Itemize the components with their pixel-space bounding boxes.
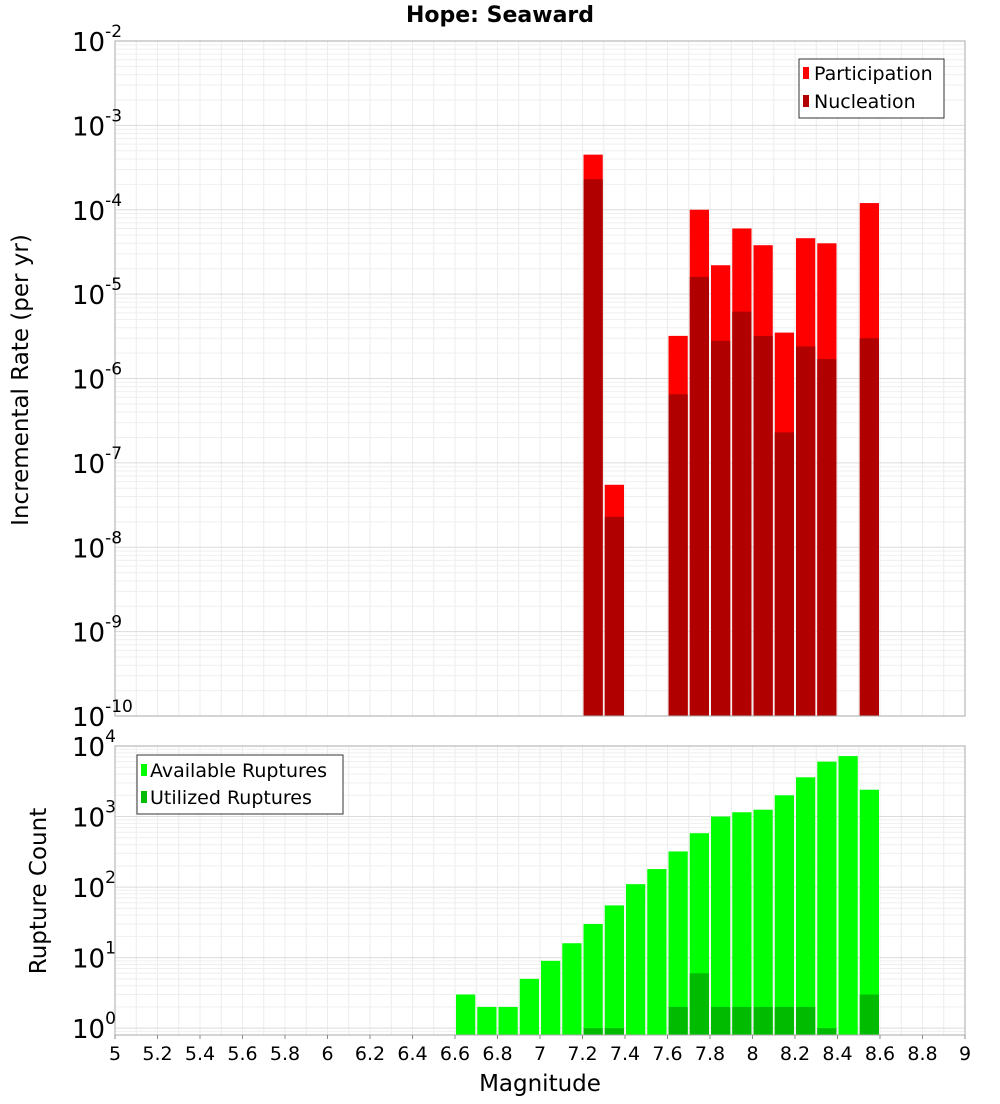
- nucleation-bar: [604, 516, 624, 716]
- utilized-ruptures-bar: [796, 1006, 816, 1035]
- available-ruptures-bar: [838, 756, 858, 1035]
- utilized-ruptures-bar: [583, 1028, 603, 1035]
- top-y-tick-label: 10-10: [72, 697, 133, 733]
- nucleation-legend-swatch: [803, 95, 809, 107]
- nucleation-bar: [711, 340, 731, 716]
- x-tick-label: 7.6: [652, 1043, 682, 1065]
- available-ruptures-bar: [668, 851, 688, 1035]
- utilized-legend-swatch: [141, 791, 147, 803]
- available-ruptures-bar: [583, 923, 603, 1035]
- utilized-ruptures-bar: [859, 994, 879, 1035]
- x-tick-label: 8.4: [822, 1043, 852, 1065]
- participation-legend-label: Participation: [814, 63, 933, 85]
- bottom-plot-x-ticks: 5 5.2 5.4 5.6 5.8 6 6.2 6.4 6.6 6.8 7 7.2 7.4 7.6 7.8 8…: [109, 1035, 971, 1065]
- x-tick-label: 5: [109, 1043, 121, 1065]
- x-tick-label: 7.2: [567, 1043, 597, 1065]
- top-y-tick-label: 10-7: [72, 444, 122, 480]
- x-tick-label: 8.2: [780, 1043, 810, 1065]
- x-tick-label: 7.8: [695, 1043, 725, 1065]
- available-ruptures-bar: [456, 994, 476, 1035]
- utilized-ruptures-bar: [711, 1006, 731, 1035]
- nucleation-bar: [796, 346, 816, 716]
- nucleation-bar: [668, 394, 688, 716]
- top-y-tick-label: 10-3: [72, 106, 122, 142]
- x-tick-label: 6.2: [355, 1043, 385, 1065]
- top-y-axis-label: Incremental Rate (per yr): [8, 234, 34, 526]
- utilized-ruptures-bar: [774, 1006, 794, 1035]
- x-tick-label: 9: [959, 1043, 971, 1065]
- utilized-legend-label: Utilized Ruptures: [150, 787, 312, 809]
- top-chart-title: Hope: Seaward: [406, 3, 594, 28]
- x-tick-label: 6: [321, 1043, 333, 1065]
- available-legend-label: Available Ruptures: [150, 760, 327, 782]
- available-ruptures-bar: [753, 809, 773, 1035]
- available-ruptures-bar: [498, 1006, 518, 1035]
- nucleation-bar: [753, 335, 773, 716]
- available-ruptures-bar: [711, 816, 731, 1035]
- bottom-y-tick-label: 102: [72, 868, 116, 904]
- available-ruptures-bar: [541, 960, 561, 1035]
- available-ruptures-bar: [774, 795, 794, 1035]
- nucleation-bar: [732, 311, 752, 716]
- x-tick-label: 6.4: [397, 1043, 427, 1065]
- nucleation-bar: [817, 359, 837, 716]
- x-tick-label: 8.8: [907, 1043, 937, 1065]
- top-legend-box: [798, 58, 945, 119]
- utilized-ruptures-bar: [817, 1028, 837, 1035]
- bottom-legend: Available Ruptures Utilized Ruptures: [136, 754, 344, 815]
- available-ruptures-bar: [817, 761, 837, 1035]
- bottom-plot-bars: [456, 756, 879, 1035]
- available-ruptures-bar: [519, 978, 539, 1035]
- x-tick-label: 5.6: [227, 1043, 257, 1065]
- available-ruptures-bar: [732, 812, 752, 1035]
- x-tick-label: 6.6: [440, 1043, 470, 1065]
- nucleation-bar: [859, 338, 879, 716]
- participation-legend-swatch: [803, 67, 809, 79]
- x-tick-label: 5.8: [270, 1043, 300, 1065]
- top-plot-bars: [583, 154, 879, 717]
- bottom-y-tick-label: 103: [72, 798, 116, 834]
- x-tick-label: 7.4: [610, 1043, 640, 1065]
- utilized-ruptures-bar: [732, 1006, 752, 1035]
- x-tick-label: 6.8: [482, 1043, 512, 1065]
- available-ruptures-bar: [604, 905, 624, 1035]
- available-ruptures-bar: [859, 789, 879, 1035]
- nucleation-bar: [689, 276, 709, 716]
- x-tick-label: 8.6: [865, 1043, 895, 1065]
- available-ruptures-bar: [626, 884, 646, 1035]
- available-legend-swatch: [141, 764, 147, 776]
- x-tick-label: 5.4: [185, 1043, 215, 1065]
- available-ruptures-bar: [477, 1006, 497, 1035]
- available-ruptures-bar: [796, 777, 816, 1035]
- nucleation-bar: [774, 432, 794, 716]
- x-tick-label: 8: [746, 1043, 758, 1065]
- top-y-tick-label: 10-9: [72, 613, 122, 649]
- x-axis-label: Magnitude: [479, 1071, 601, 1097]
- nucleation-legend-label: Nucleation: [814, 91, 916, 113]
- x-tick-label: 5.2: [142, 1043, 172, 1065]
- bottom-y-tick-label: 101: [72, 939, 116, 975]
- bottom-legend-box: [136, 754, 344, 815]
- nucleation-bar: [583, 179, 603, 716]
- utilized-ruptures-bar: [753, 1006, 773, 1035]
- bottom-y-tick-label: 100: [72, 1009, 116, 1045]
- top-legend: Participation Nucleation: [798, 58, 945, 119]
- available-ruptures-bar: [647, 869, 667, 1035]
- top-plot-frame: [114, 40, 966, 717]
- top-plot-grid: [114, 40, 966, 717]
- bottom-plot-y-ticks: 100 101 102 103 104: [72, 727, 116, 1045]
- available-ruptures-bar: [562, 943, 582, 1035]
- bottom-y-tick-label: 104: [72, 727, 116, 763]
- utilized-ruptures-bar: [668, 1006, 688, 1035]
- x-tick-label: 7: [534, 1043, 546, 1065]
- bottom-y-axis-label: Rupture Count: [26, 808, 52, 974]
- utilized-ruptures-bar: [689, 973, 709, 1035]
- utilized-ruptures-bar: [604, 1028, 624, 1035]
